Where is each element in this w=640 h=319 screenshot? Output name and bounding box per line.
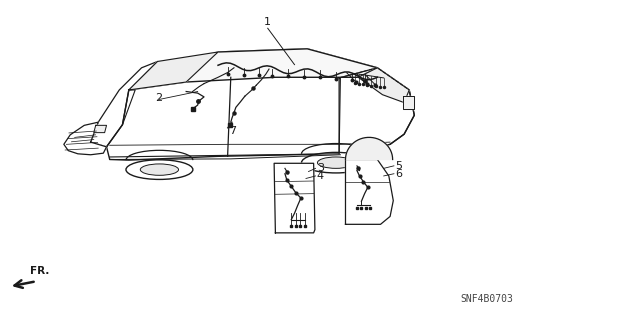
Polygon shape	[346, 160, 394, 224]
Text: 7: 7	[230, 126, 237, 136]
Text: FR.: FR.	[30, 266, 49, 276]
Text: 4: 4	[317, 171, 324, 181]
Polygon shape	[64, 122, 106, 155]
Text: 5: 5	[395, 161, 402, 171]
Polygon shape	[346, 137, 393, 160]
Text: 2: 2	[156, 93, 163, 103]
Polygon shape	[339, 68, 414, 154]
Text: SNF4B0703: SNF4B0703	[460, 294, 513, 304]
Polygon shape	[91, 62, 157, 147]
Polygon shape	[94, 125, 106, 133]
Polygon shape	[403, 96, 414, 109]
Ellipse shape	[317, 157, 355, 168]
Polygon shape	[129, 52, 218, 90]
Text: 3: 3	[317, 163, 324, 173]
Polygon shape	[106, 49, 414, 160]
Text: 6: 6	[395, 169, 402, 179]
Ellipse shape	[140, 164, 179, 175]
Ellipse shape	[126, 160, 193, 179]
Ellipse shape	[301, 152, 371, 173]
Text: 1: 1	[264, 17, 271, 27]
Polygon shape	[358, 68, 409, 103]
Polygon shape	[129, 49, 378, 90]
Polygon shape	[274, 163, 315, 233]
